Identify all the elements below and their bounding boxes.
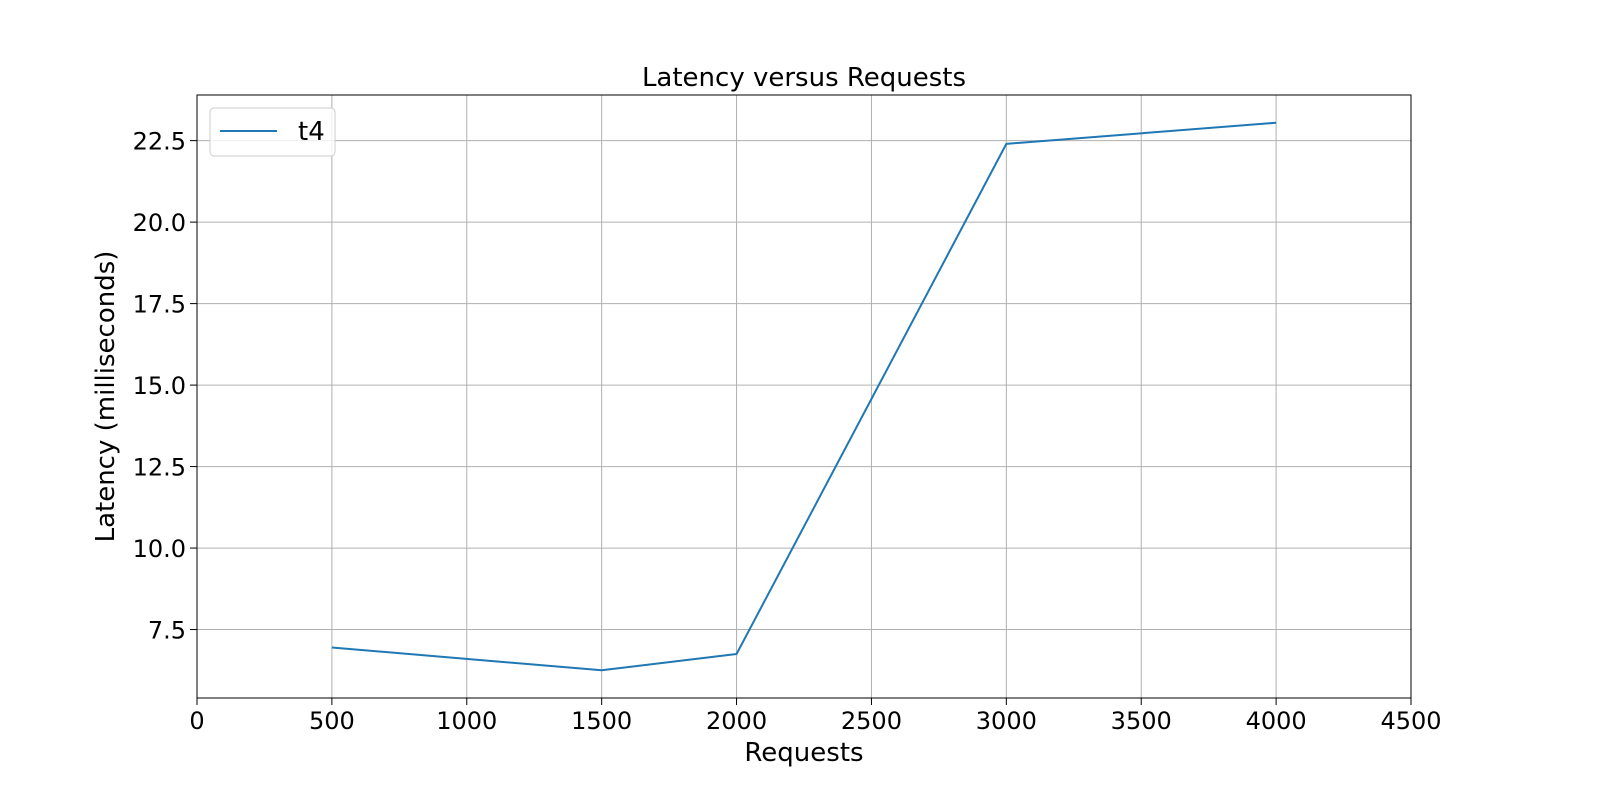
x-tick-label: 3500: [1111, 707, 1172, 735]
series-line-t4: [331, 121, 1277, 672]
y-tick-label: 12.5: [133, 454, 186, 482]
x-tick-label: 2500: [841, 707, 902, 735]
y-tick-label: 10.0: [133, 535, 186, 563]
x-tick-label: 4000: [1246, 707, 1307, 735]
y-axis: 7.5 10.0 12.5 15.0 17.5 20.0 22.5: [133, 128, 197, 645]
x-tick-label: 0: [189, 707, 204, 735]
y-tick-label: 20.0: [133, 209, 186, 237]
x-tick-label: 1000: [436, 707, 497, 735]
y-tick-label: 7.5: [148, 617, 186, 645]
plot-frame: [196, 94, 1412, 699]
x-axis-label: Requests: [744, 738, 863, 768]
x-tick-label: 3000: [976, 707, 1037, 735]
x-axis: 0 500 1000 1500 2000 2500 3000 3500 4000 4500: [189, 698, 1442, 735]
x-tick-label: 4500: [1380, 707, 1441, 735]
x-tick-label: 500: [309, 707, 355, 735]
y-axis-label: Latency (milliseconds): [91, 251, 121, 543]
y-tick-label: 15.0: [133, 372, 186, 400]
legend: t4: [209, 107, 336, 157]
chart-title: Latency versus Requests: [642, 63, 966, 93]
y-tick-label: 22.5: [133, 128, 186, 156]
series-layer: [331, 121, 1277, 672]
x-tick-label: 1500: [571, 707, 632, 735]
legend-label-t4: t4: [298, 117, 325, 147]
y-tick-label: 17.5: [133, 291, 186, 319]
x-tick-label: 2000: [706, 707, 767, 735]
grid: [196, 95, 1412, 698]
